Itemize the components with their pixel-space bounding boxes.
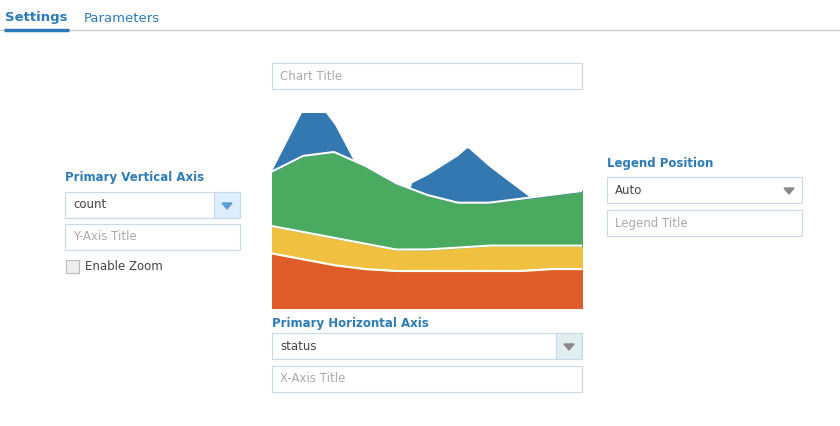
Text: X-Axis Title: X-Axis Title	[280, 372, 345, 386]
Bar	[607, 210, 802, 236]
Bar	[556, 333, 582, 359]
Polygon shape	[784, 188, 794, 194]
Text: Settings: Settings	[5, 12, 68, 25]
Text: Enable Zoom: Enable Zoom	[85, 260, 163, 273]
Bar	[65, 192, 240, 218]
Bar	[65, 224, 240, 250]
Text: Auto: Auto	[615, 184, 643, 196]
Bar	[272, 63, 582, 89]
Bar	[607, 177, 802, 203]
Text: Legend Position: Legend Position	[607, 156, 713, 170]
Text: status: status	[280, 340, 317, 352]
Polygon shape	[222, 203, 232, 209]
Text: Y-Axis Title: Y-Axis Title	[73, 230, 137, 244]
Text: count: count	[73, 199, 106, 211]
Bar	[272, 366, 582, 392]
Bar	[66, 260, 79, 273]
Text: Parameters: Parameters	[84, 12, 160, 25]
Text: Primary Vertical Axis: Primary Vertical Axis	[65, 172, 204, 184]
Polygon shape	[564, 344, 574, 350]
Text: Primary Horizontal Axis: Primary Horizontal Axis	[272, 317, 428, 329]
Bar	[214, 192, 240, 218]
Text: Chart Title: Chart Title	[280, 69, 342, 83]
Bar	[272, 333, 582, 359]
Text: Legend Title: Legend Title	[615, 216, 688, 230]
Bar	[272, 113, 582, 308]
